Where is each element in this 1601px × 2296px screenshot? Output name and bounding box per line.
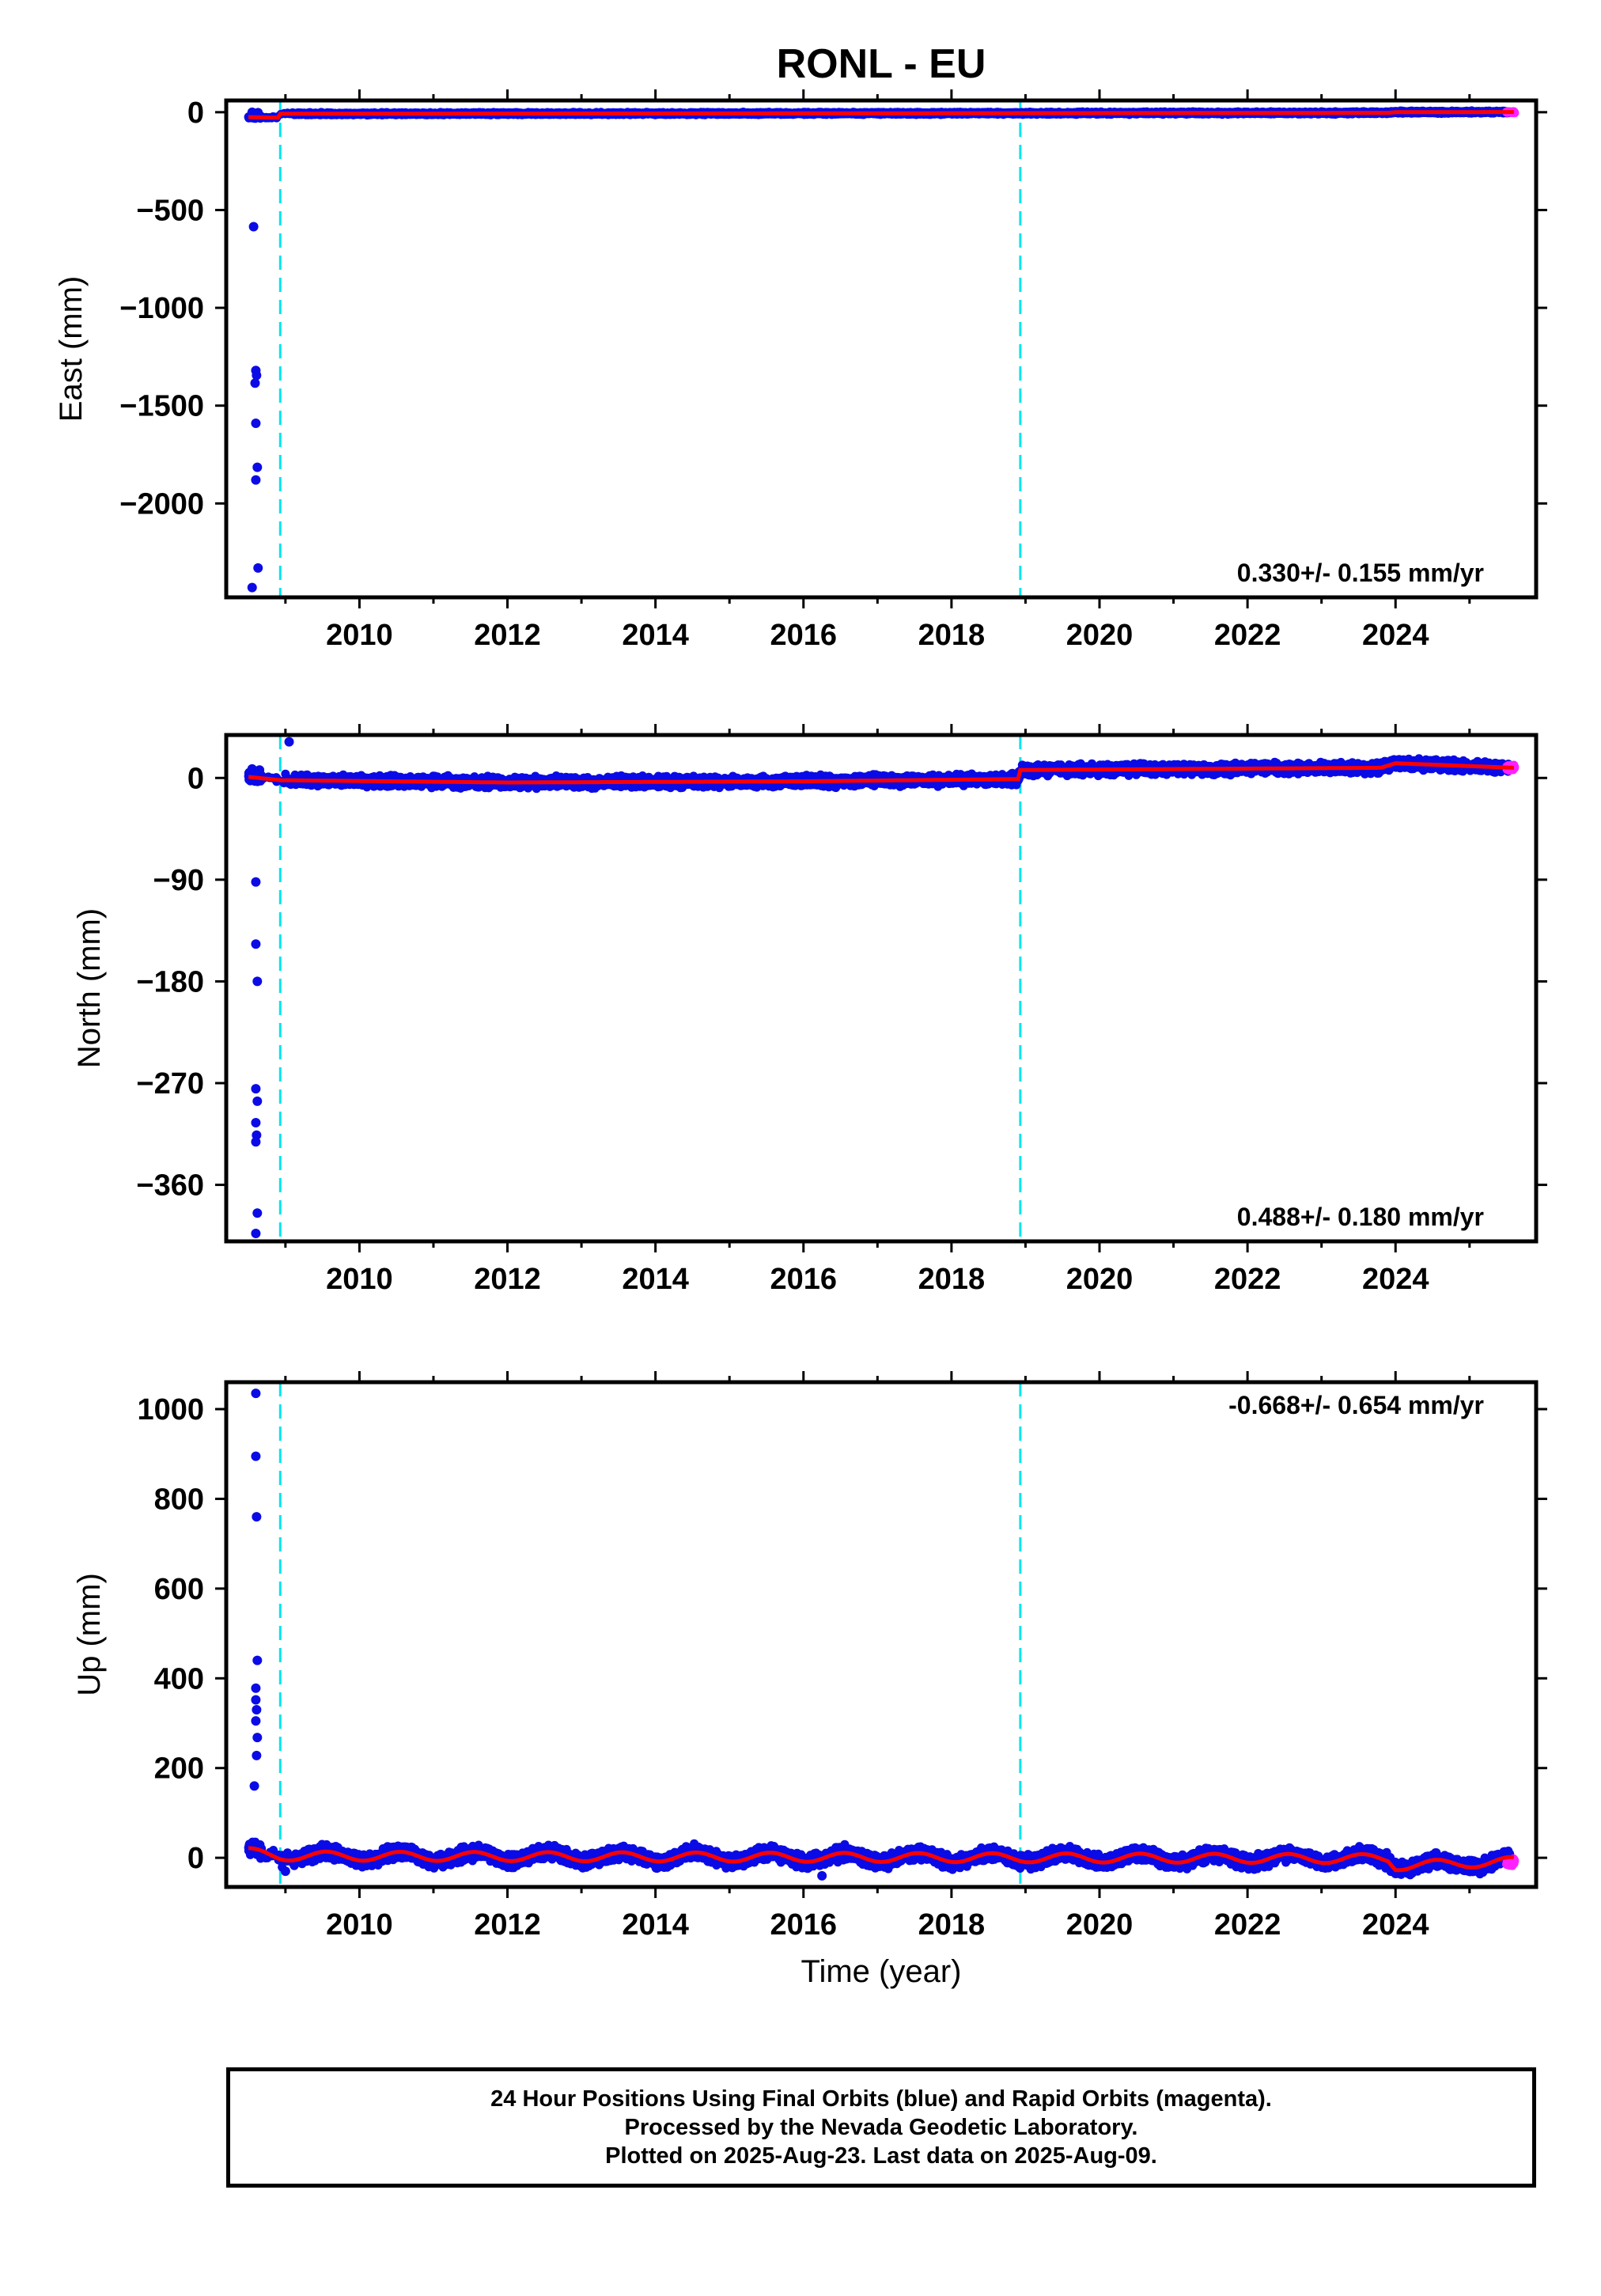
plot-area [244, 100, 1520, 597]
east-panel: 2010 2012 2014 2016 2018 2020 2022 20240−500−10… [54, 89, 1547, 652]
chart-title: RONL - EU [777, 41, 986, 87]
